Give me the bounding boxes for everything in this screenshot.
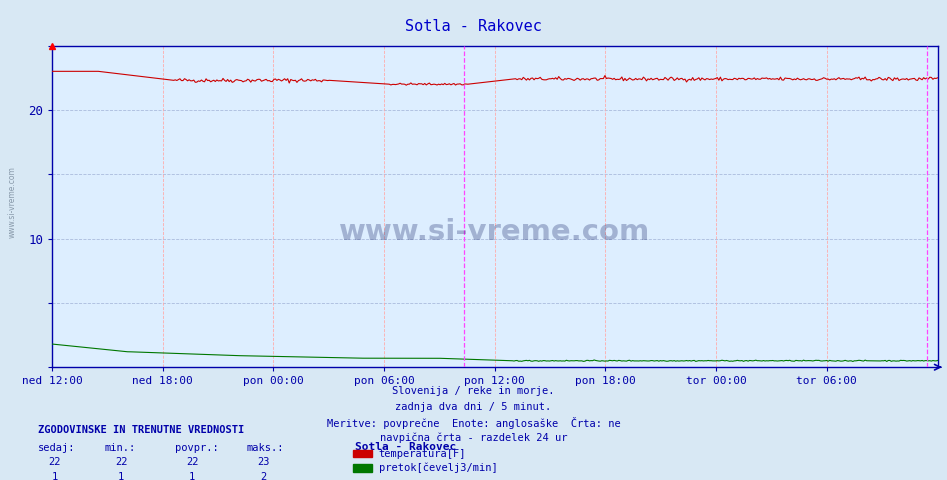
Text: Sotla - Rakovec: Sotla - Rakovec <box>405 19 542 34</box>
Text: www.si-vreme.com: www.si-vreme.com <box>8 166 17 238</box>
Text: ZGODOVINSKE IN TRENUTNE VREDNOSTI: ZGODOVINSKE IN TRENUTNE VREDNOSTI <box>38 425 244 435</box>
Text: navpična črta - razdelek 24 ur: navpična črta - razdelek 24 ur <box>380 432 567 443</box>
Text: temperatura[F]: temperatura[F] <box>379 449 466 458</box>
Text: min.:: min.: <box>104 443 135 453</box>
Text: www.si-vreme.com: www.si-vreme.com <box>339 218 651 246</box>
Text: povpr.:: povpr.: <box>175 443 219 453</box>
Text: maks.:: maks.: <box>246 443 284 453</box>
Text: Slovenija / reke in morje.: Slovenija / reke in morje. <box>392 386 555 396</box>
Text: Meritve: povprečne  Enote: anglosaške  Črta: ne: Meritve: povprečne Enote: anglosaške Črt… <box>327 417 620 429</box>
Text: zadnja dva dni / 5 minut.: zadnja dva dni / 5 minut. <box>396 402 551 412</box>
Text: 22: 22 <box>115 457 128 468</box>
Text: 1: 1 <box>118 472 124 480</box>
Text: 23: 23 <box>257 457 270 468</box>
Text: 1: 1 <box>189 472 195 480</box>
Text: pretok[čevelj3/min]: pretok[čevelj3/min] <box>379 463 497 473</box>
Text: 2: 2 <box>260 472 266 480</box>
Text: 1: 1 <box>52 472 58 480</box>
Text: Sotla - Rakovec: Sotla - Rakovec <box>355 442 456 452</box>
Text: 22: 22 <box>48 457 62 468</box>
Text: sedaj:: sedaj: <box>38 443 76 453</box>
Text: 22: 22 <box>186 457 199 468</box>
